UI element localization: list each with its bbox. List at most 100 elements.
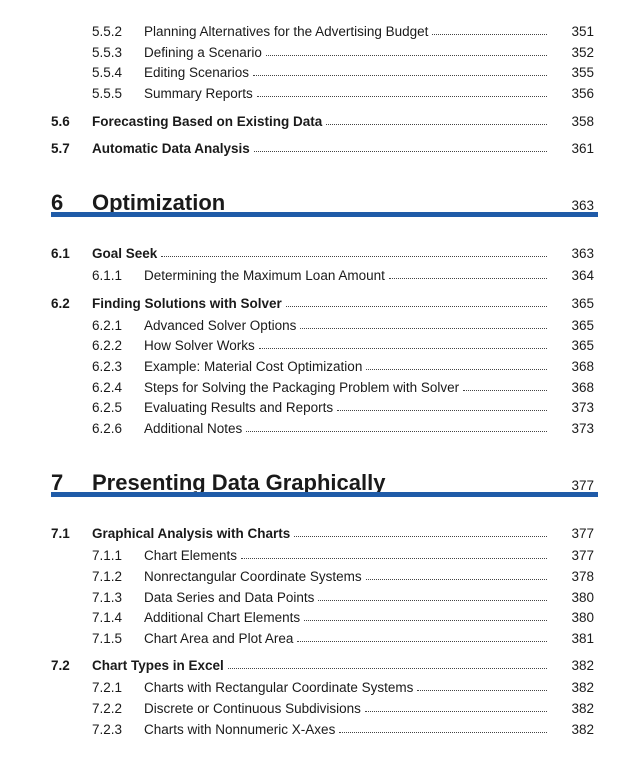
subsection-page: 365	[571, 338, 594, 354]
dot-leader	[294, 536, 547, 538]
subsection: 5.5.2 Planning Alternatives for the Adver…	[51, 24, 594, 39]
subsection-title: Additional Notes	[144, 421, 243, 437]
subsection-title: Charts with Rectangular Coordinate Syste…	[144, 680, 414, 696]
chapter-page: 377	[571, 478, 594, 494]
subsection-page: 377	[571, 548, 594, 564]
dot-leader	[339, 731, 547, 733]
dot-leader	[246, 431, 547, 433]
section-page: 365	[571, 295, 594, 311]
chapter-number: 6	[51, 190, 64, 216]
subsection-title: Example: Material Cost Optimization	[144, 359, 363, 374]
subsection-number: 5.5.2	[92, 24, 123, 39]
dot-leader	[253, 151, 547, 153]
chapter-rule	[51, 492, 598, 498]
subsection: 7.2.3 Charts with Nonnumeric X-Axes 382	[51, 722, 594, 737]
subsection-title: Determining the Maximum Loan Amount	[144, 268, 385, 284]
subsection-title: How Solver Works	[144, 338, 255, 354]
section-page: 382	[571, 658, 594, 674]
section-page: 358	[571, 113, 594, 129]
subsection-page: 380	[571, 610, 594, 626]
subsection-number: 7.1.1	[92, 548, 123, 564]
subsection-page: 351	[571, 24, 594, 39]
chapter-rule	[51, 212, 598, 218]
dot-leader	[297, 640, 547, 642]
subsection-number: 7.1.5	[92, 630, 123, 646]
subsection-title: Defining a Scenario	[144, 44, 262, 60]
section-title: Graphical Analysis with Charts	[92, 526, 291, 542]
subsection-page: 355	[571, 65, 594, 81]
subsection-number: 7.1.2	[92, 568, 123, 584]
subsection-title: Evaluating Results and Reports	[144, 400, 334, 416]
subsection-page: 352	[571, 44, 594, 60]
subsection-number: 7.1.4	[92, 610, 123, 626]
subsection: 5.5.5 Summary Reports 356	[51, 86, 594, 101]
subsection-page: 356	[571, 86, 594, 102]
section-title: Goal Seek	[92, 246, 158, 262]
section-title: Automatic Data Analysis	[92, 141, 250, 157]
subsection-title: Editing Scenarios	[144, 65, 250, 81]
subsection: 6.2.5 Evaluating Results and Reports 373	[51, 400, 594, 415]
subsection-title: Data Series and Data Points	[144, 589, 315, 605]
subsection: 7.1.4 Additional Chart Elements 380	[51, 610, 594, 625]
subsection-number: 7.2.1	[92, 680, 123, 696]
section-page: 361	[571, 141, 594, 157]
subsection: 6.2.2 How Solver Works 365	[51, 338, 594, 353]
section-title: Chart Types in Excel	[92, 658, 224, 674]
subsection: 7.2.2 Discrete or Continuous Subdivisions…	[51, 701, 594, 716]
subsection: 5.5.4 Editing Scenarios 355	[51, 65, 594, 80]
dot-leader	[365, 578, 547, 580]
section-page: 363	[571, 246, 594, 262]
section: 6.2 Finding Solutions with Solver 365	[51, 296, 594, 311]
subsection: 7.1.2 Nonrectangular Coordinate Systems 37…	[51, 569, 594, 584]
subsection-title: Additional Chart Elements	[144, 610, 301, 626]
subsection-number: 5.5.5	[92, 86, 123, 102]
subsection: 6.2.6 Additional Notes 373	[51, 421, 594, 436]
subsection: 7.1.1 Chart Elements 377	[51, 548, 594, 563]
subsection-number: 7.1.3	[92, 589, 123, 605]
dot-leader	[227, 668, 547, 670]
section: 7.1 Graphical Analysis with Charts 377	[51, 526, 594, 541]
subsection-title: Nonrectangular Coordinate Systems	[144, 568, 362, 584]
subsection-page: 364	[571, 268, 594, 284]
section-number: 7.2	[51, 658, 70, 674]
subsection-page: 373	[571, 400, 594, 416]
subsection-page: 378	[571, 568, 594, 584]
subsection-title: Discrete or Continuous Subdivisions	[144, 701, 361, 717]
subsection-title: Charts with Nonnumeric X-Axes	[144, 721, 336, 737]
subsection: 7.2.1 Charts with Rectangular Coordinate …	[51, 680, 594, 695]
subsection: 6.2.1 Advanced Solver Options 365	[51, 318, 594, 333]
dot-leader	[304, 620, 547, 622]
dot-leader	[256, 96, 547, 98]
dot-leader	[463, 389, 547, 391]
subsection: 5.5.3 Defining a Scenario 352	[51, 45, 594, 60]
subsection-number: 7.2.2	[92, 701, 123, 717]
chapter: 7 Presenting Data Graphically 377	[51, 470, 594, 496]
dot-leader	[253, 75, 547, 77]
subsection: 7.1.3 Data Series and Data Points 380	[51, 590, 594, 605]
subsection-number: 6.2.1	[92, 317, 123, 333]
section: 5.6 Forecasting Based on Existing Data 358	[51, 114, 594, 129]
section-page: 377	[571, 526, 594, 542]
chapter: 6 Optimization 363	[51, 190, 594, 216]
section-number: 5.7	[51, 141, 70, 157]
section-number: 6.1	[51, 246, 70, 262]
subsection: 6.2.3 Example: Material Cost Optimization…	[51, 359, 594, 374]
subsection-page: 368	[571, 359, 594, 374]
dot-leader	[337, 410, 547, 412]
dot-leader	[285, 305, 547, 307]
subsection-page: 365	[571, 317, 594, 333]
section: 5.7 Automatic Data Analysis 361	[51, 141, 594, 156]
subsection-number: 6.2.3	[92, 359, 123, 374]
dot-leader	[258, 348, 547, 350]
dot-leader	[318, 599, 547, 601]
subsection-page: 382	[571, 701, 594, 717]
dot-leader	[364, 711, 547, 713]
subsection-title: Advanced Solver Options	[144, 317, 297, 333]
subsection-number: 5.5.3	[92, 44, 123, 60]
dot-leader	[161, 256, 547, 258]
subsection-page: 382	[571, 721, 594, 737]
subsection-number: 6.1.1	[92, 268, 123, 284]
dot-leader	[326, 123, 547, 125]
subsection-title: Chart Area and Plot Area	[144, 630, 294, 646]
dot-leader	[388, 278, 547, 280]
